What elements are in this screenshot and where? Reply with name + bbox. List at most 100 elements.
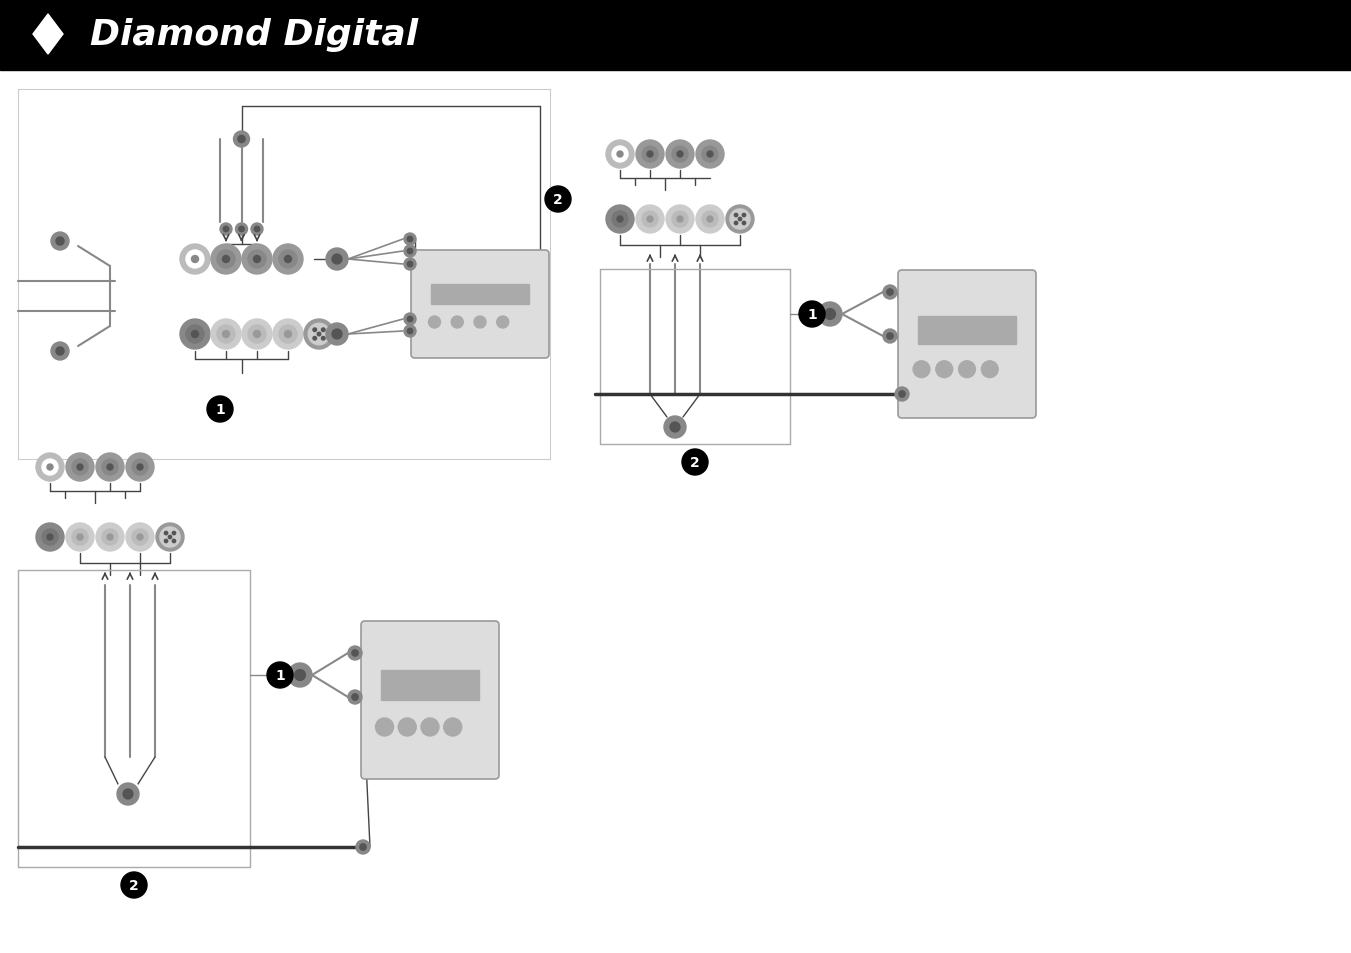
Circle shape (317, 333, 320, 336)
Circle shape (612, 147, 628, 163)
Circle shape (404, 326, 416, 337)
Circle shape (239, 227, 245, 233)
Circle shape (223, 256, 230, 263)
Circle shape (407, 237, 412, 242)
Text: 1: 1 (276, 668, 285, 682)
Circle shape (443, 719, 462, 737)
Circle shape (254, 331, 261, 338)
Circle shape (730, 210, 750, 230)
Circle shape (288, 663, 312, 687)
Circle shape (223, 331, 230, 338)
Circle shape (186, 251, 204, 269)
Circle shape (407, 329, 412, 335)
Circle shape (77, 535, 82, 540)
Circle shape (670, 422, 680, 433)
Circle shape (725, 206, 754, 233)
Circle shape (218, 326, 235, 344)
Circle shape (96, 523, 124, 552)
Circle shape (326, 249, 349, 271)
Circle shape (295, 670, 305, 680)
Circle shape (357, 841, 370, 854)
Circle shape (55, 237, 63, 246)
Circle shape (173, 532, 176, 536)
Circle shape (703, 147, 717, 163)
Circle shape (254, 256, 261, 263)
Circle shape (707, 152, 713, 158)
Circle shape (77, 464, 82, 471)
Circle shape (428, 316, 440, 329)
Circle shape (72, 530, 88, 545)
Circle shape (313, 337, 316, 340)
Circle shape (824, 310, 835, 320)
Circle shape (617, 152, 623, 158)
Circle shape (404, 246, 416, 257)
Circle shape (218, 251, 235, 269)
Circle shape (101, 530, 118, 545)
Circle shape (322, 329, 326, 333)
Circle shape (186, 326, 204, 344)
Circle shape (242, 245, 272, 274)
Circle shape (663, 416, 686, 438)
Circle shape (169, 536, 172, 539)
Circle shape (894, 388, 909, 401)
Circle shape (322, 337, 326, 340)
Circle shape (376, 719, 393, 737)
FancyBboxPatch shape (361, 621, 499, 780)
Text: 1: 1 (807, 308, 817, 322)
Circle shape (497, 316, 509, 329)
Circle shape (886, 290, 893, 295)
Circle shape (696, 141, 724, 169)
Circle shape (404, 233, 416, 246)
Bar (0, 0, 1351, 71)
Circle shape (936, 361, 952, 378)
Circle shape (636, 206, 663, 233)
Circle shape (165, 539, 168, 543)
Circle shape (404, 258, 416, 271)
Text: 2: 2 (690, 456, 700, 470)
Circle shape (671, 212, 688, 228)
Circle shape (136, 464, 143, 471)
Text: 2: 2 (553, 193, 563, 207)
Circle shape (51, 233, 69, 251)
Circle shape (351, 694, 358, 700)
Circle shape (36, 523, 63, 552)
Circle shape (173, 539, 176, 543)
Circle shape (249, 326, 266, 344)
Text: 1: 1 (215, 402, 224, 416)
Circle shape (96, 454, 124, 481)
Circle shape (280, 326, 297, 344)
Circle shape (159, 527, 180, 548)
Circle shape (180, 319, 209, 350)
Text: Diamond Digital: Diamond Digital (91, 18, 417, 52)
FancyBboxPatch shape (411, 251, 549, 358)
Circle shape (223, 227, 228, 233)
Circle shape (742, 214, 746, 217)
Circle shape (136, 535, 143, 540)
Circle shape (285, 331, 292, 338)
Circle shape (107, 464, 113, 471)
Circle shape (55, 348, 63, 355)
Circle shape (349, 646, 362, 660)
Circle shape (349, 690, 362, 704)
Circle shape (126, 454, 154, 481)
Circle shape (254, 227, 259, 233)
Circle shape (211, 319, 240, 350)
Circle shape (735, 222, 738, 226)
Circle shape (304, 319, 334, 350)
Circle shape (642, 147, 658, 163)
Circle shape (666, 141, 694, 169)
Circle shape (47, 535, 53, 540)
Circle shape (47, 464, 53, 471)
Circle shape (666, 206, 694, 233)
Circle shape (107, 535, 113, 540)
Circle shape (192, 256, 199, 263)
Circle shape (399, 719, 416, 737)
Circle shape (742, 222, 746, 226)
Circle shape (898, 392, 905, 397)
Circle shape (308, 324, 330, 345)
Circle shape (647, 152, 653, 158)
Circle shape (959, 361, 975, 378)
Circle shape (636, 141, 663, 169)
Circle shape (351, 650, 358, 657)
Circle shape (326, 324, 349, 346)
